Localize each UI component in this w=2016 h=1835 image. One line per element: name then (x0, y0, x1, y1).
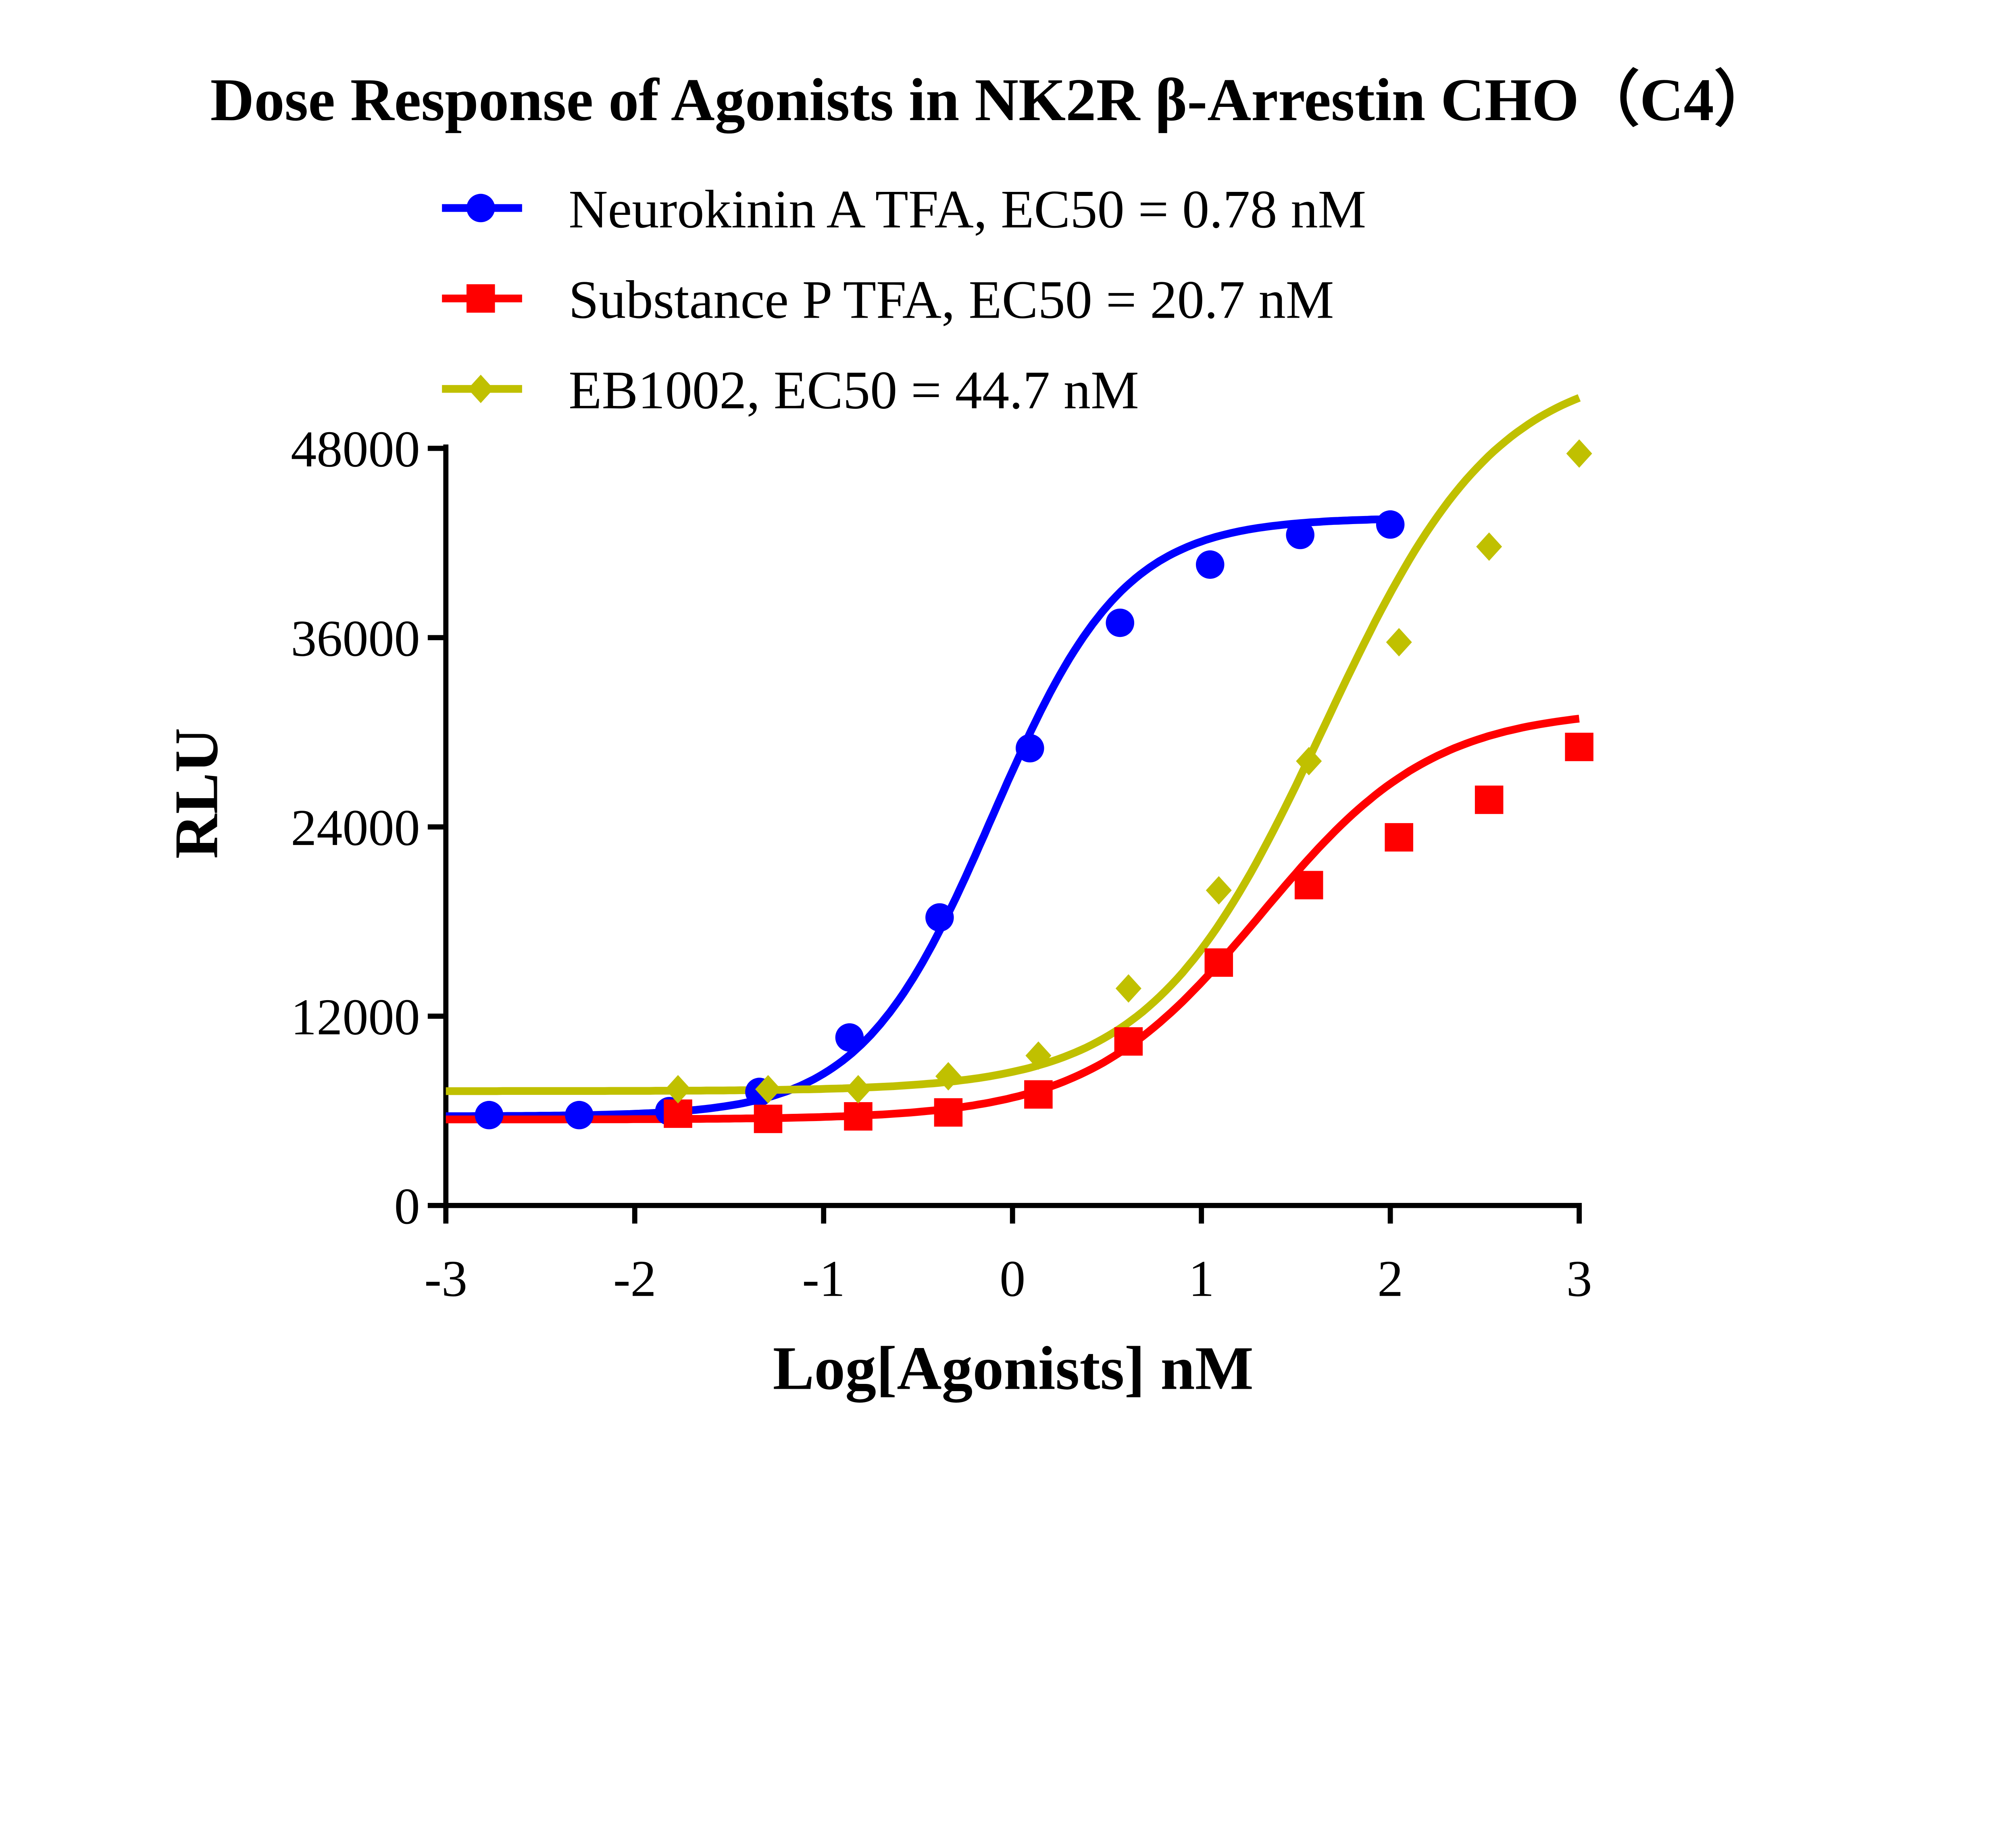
y-axis-label: RLU (162, 728, 231, 859)
data-point-2-4 (934, 1098, 963, 1127)
data-point-1-10 (1286, 520, 1314, 549)
data-point-1-6 (925, 903, 954, 932)
data-point-2-5 (1024, 1080, 1053, 1109)
legend-label: EB1002, EC50 = 44.7 nM (569, 360, 1139, 420)
data-point-3-4 (935, 1062, 961, 1091)
data-point-1-5 (835, 1023, 864, 1052)
data-point-3-7 (1206, 876, 1232, 905)
fit-curve-2 (446, 715, 1580, 1123)
legend-label: Neurokinin A TFA, EC50 = 0.78 nM (569, 179, 1366, 239)
data-point-1-8 (1106, 608, 1135, 637)
data-point-2-9 (1385, 823, 1413, 852)
data-point-2-1 (664, 1099, 692, 1128)
fit-curves (446, 394, 1581, 1123)
x-tick-label: 3 (1566, 1250, 1592, 1307)
legend-label: Substance P TFA, EC50 = 20.7 nM (569, 270, 1334, 330)
chart-title: Dose Response of Agonists in NK2R β-Arre… (210, 66, 1775, 133)
data-point-1-11 (1376, 510, 1405, 539)
y-tick-label: 24000 (291, 799, 420, 856)
axes: -3 -2 -1 0 1 2 3 0 12000 24000 36000 48000 (291, 420, 1592, 1307)
data-point-3-11 (1566, 439, 1592, 468)
x-tick-label: 2 (1377, 1250, 1403, 1307)
x-tick-label: 0 (1000, 1250, 1025, 1307)
data-point-2-8 (1295, 871, 1323, 899)
x-tick-label: -3 (424, 1250, 467, 1307)
data-point-2-3 (844, 1102, 873, 1131)
data-point-3-3 (845, 1075, 871, 1104)
data-points (475, 439, 1593, 1133)
legend: Neurokinin A TFA, EC50 = 0.78 nM Substanc… (442, 179, 1366, 420)
x-tick-label: 1 (1189, 1250, 1214, 1307)
data-point-2-11 (1565, 732, 1593, 761)
x-tick-label: -2 (613, 1250, 656, 1307)
data-point-3-9 (1386, 628, 1412, 657)
data-point-1-1 (475, 1101, 504, 1130)
x-axis-label: Log[Agonists] nM (773, 1334, 1254, 1403)
fit-curve-1 (446, 515, 1391, 1120)
data-point-1-7 (1016, 734, 1044, 763)
data-point-3-2 (755, 1075, 781, 1104)
data-point-1-9 (1195, 550, 1225, 579)
legend-marker (468, 374, 494, 403)
data-point-2-2 (754, 1105, 783, 1133)
y-tick-label: 12000 (291, 988, 420, 1046)
y-tick-label: 48000 (291, 420, 420, 478)
x-tick-label: -1 (802, 1250, 845, 1307)
legend-marker (467, 284, 495, 313)
data-point-1-2 (565, 1101, 594, 1130)
data-point-2-10 (1475, 785, 1504, 814)
data-point-2-6 (1114, 1027, 1143, 1056)
y-tick-label: 0 (394, 1178, 420, 1235)
data-point-2-7 (1204, 948, 1233, 977)
data-point-3-5 (1025, 1041, 1052, 1070)
data-point-3-1 (665, 1075, 691, 1104)
data-point-3-10 (1476, 532, 1502, 561)
data-point-3-8 (1296, 747, 1322, 776)
fit-curve-3 (446, 394, 1581, 1095)
y-tick-label: 36000 (291, 610, 420, 667)
dose-response-chart: Dose Response of Agonists in NK2R β-Arre… (162, 66, 1775, 1403)
data-point-3-6 (1115, 974, 1141, 1003)
legend-marker (467, 193, 495, 223)
